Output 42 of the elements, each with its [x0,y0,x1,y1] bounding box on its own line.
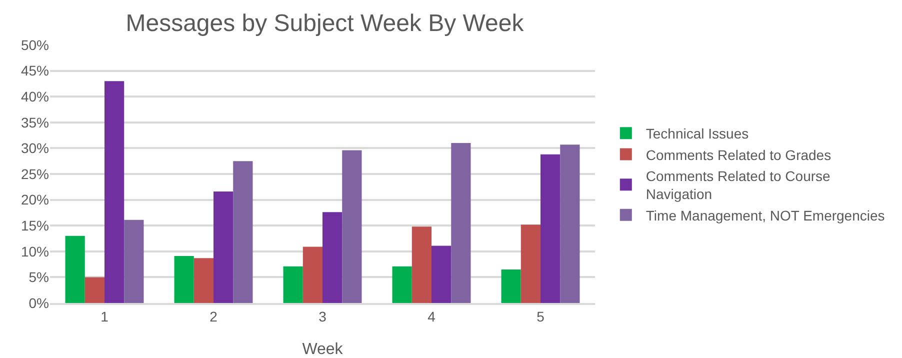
bar [451,143,471,303]
y-tick-label: 45% [20,62,49,79]
legend-label: Comments Related to Course Navigation [646,168,831,202]
bar [392,266,412,303]
bar [560,144,580,303]
x-axis-title: Week [302,341,344,358]
bar [501,269,521,303]
legend-label: Time Management, NOT Emergencies [646,207,885,224]
bar [432,246,452,303]
y-tick-label: 15% [20,218,49,234]
y-tick-label: 25% [20,166,49,182]
chart-title: Messages by Subject Week By Week [126,10,525,38]
y-tick-label: 35% [20,114,49,130]
legend-label: Technical Issues [646,126,749,142]
bar [84,277,104,303]
x-tick-label: 3 [318,308,327,325]
bar [302,246,322,303]
bar [283,266,303,303]
bar [520,224,540,303]
y-tick-label: 5% [28,269,49,286]
x-tick-label: 5 [536,308,545,325]
bar [540,154,560,303]
x-tick-label: 4 [428,308,436,325]
y-tick-label: 10% [20,243,49,260]
x-tick-label: 2 [210,308,218,325]
bar [194,258,214,303]
bar [322,212,342,303]
bar [214,192,234,303]
bar [342,150,362,303]
legend-label: Comments Related to Grades [646,146,832,163]
bar [174,256,194,303]
bar [233,161,253,303]
x-tick-label: 1 [100,308,109,325]
bar [65,236,85,303]
y-tick-label: 20% [20,192,49,208]
bar [412,226,432,303]
y-tick-label: 30% [20,140,49,156]
y-tick-label: 50% [20,36,49,53]
bar [104,81,124,303]
bar [124,220,144,303]
y-tick-label: 0% [28,294,49,311]
y-tick-label: 40% [20,88,49,104]
